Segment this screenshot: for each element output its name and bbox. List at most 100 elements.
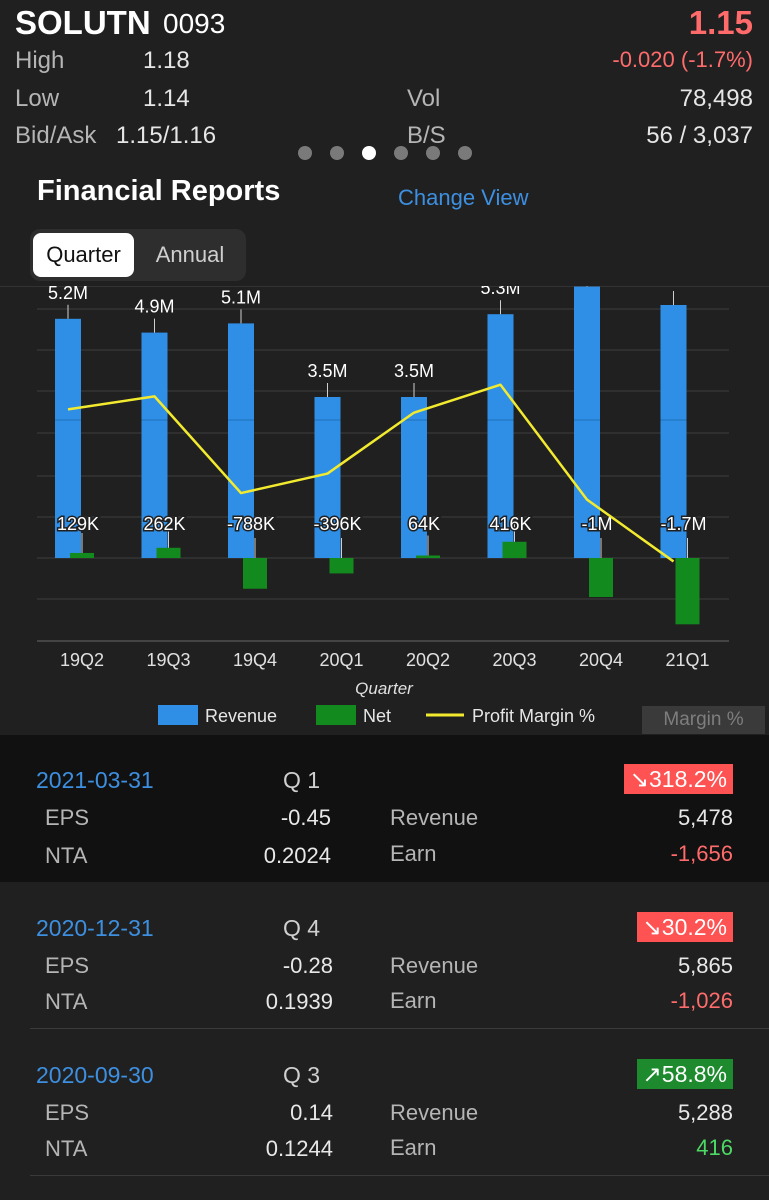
revenue-data-label: 3.5M bbox=[394, 361, 434, 381]
report-row[interactable]: 2020-12-31 Q 4 ↘30.2% EPS -0.28 Revenue … bbox=[0, 882, 769, 1029]
change-badge: ↘318.2% bbox=[623, 764, 733, 794]
net-bar bbox=[589, 558, 613, 597]
revenue-bar bbox=[314, 397, 341, 558]
net-data-label: 64K bbox=[408, 514, 440, 534]
page-indicator[interactable] bbox=[298, 146, 472, 160]
report-quarter: Q 1 bbox=[283, 767, 321, 793]
net-bar bbox=[502, 541, 527, 558]
revenue-data-label: 3.5M bbox=[307, 361, 347, 381]
page-dot[interactable] bbox=[394, 146, 408, 160]
revenue-bar bbox=[574, 286, 600, 558]
earn-value: 416 bbox=[696, 1135, 733, 1160]
low-label: Low bbox=[15, 85, 60, 112]
period-segmented-control: Quarter Annual bbox=[30, 229, 246, 281]
bs-value: 56 / 3,037 bbox=[646, 122, 753, 149]
eps-value: -0.45 bbox=[280, 805, 331, 830]
earn-value: -1,026 bbox=[670, 988, 733, 1013]
revenue-value: 5,865 bbox=[677, 953, 733, 978]
quote-header: SOLUTN 0093 1.15 High 1.18 -0.020 (-1.7%… bbox=[0, 0, 769, 168]
earn-value: -1,656 bbox=[670, 841, 733, 866]
revenue-bar bbox=[228, 323, 254, 558]
legend-margin-label: Profit Margin % bbox=[472, 706, 595, 726]
high-label: High bbox=[15, 47, 65, 74]
revenue-data-label: 4.9M bbox=[134, 297, 174, 317]
revenue-data-label: 5.2M bbox=[48, 286, 88, 303]
low-value: 1.14 bbox=[143, 85, 190, 112]
earn-label: Earn bbox=[390, 841, 437, 866]
price-change: -0.020 (-1.7%) bbox=[612, 47, 753, 72]
net-bar bbox=[156, 547, 181, 558]
change-badge: ↗58.8% bbox=[636, 1059, 733, 1089]
revenue-bar bbox=[401, 397, 427, 558]
change-view-link[interactable]: Change View bbox=[398, 185, 529, 210]
net-data-label: 416K bbox=[489, 514, 531, 534]
high-value: 1.18 bbox=[143, 47, 190, 74]
revenue-label: Revenue bbox=[390, 953, 479, 978]
revenue-data-label: 5.5M bbox=[653, 286, 693, 289]
earn-label: Earn bbox=[390, 988, 437, 1013]
vol-label: Vol bbox=[407, 85, 441, 112]
nta-label: NTA bbox=[45, 1136, 88, 1161]
x-tick-label: 19Q4 bbox=[233, 650, 277, 670]
nta-value: 0.1244 bbox=[265, 1136, 333, 1161]
nta-value: 0.2024 bbox=[263, 843, 331, 868]
revenue-data-label: 5.3M bbox=[480, 286, 520, 298]
earn-label: Earn bbox=[390, 1135, 437, 1160]
net-bar bbox=[329, 558, 354, 574]
legend-net-swatch bbox=[316, 705, 356, 725]
nta-value: 0.1939 bbox=[265, 989, 333, 1014]
net-data-label: -1M bbox=[582, 514, 613, 534]
report-row[interactable]: 2021-03-31 Q 1 ↘318.2% EPS -0.45 Revenue… bbox=[0, 735, 769, 882]
net-bar bbox=[416, 555, 440, 558]
tab-quarter[interactable]: Quarter bbox=[33, 233, 134, 277]
eps-value: 0.14 bbox=[290, 1100, 333, 1125]
net-bar bbox=[675, 558, 700, 625]
revenue-bar bbox=[660, 305, 687, 558]
x-tick-label: 20Q3 bbox=[492, 650, 536, 670]
report-date: 2020-09-30 bbox=[36, 1062, 154, 1088]
report-quarter: Q 3 bbox=[283, 1062, 321, 1088]
eps-label: EPS bbox=[45, 953, 90, 978]
revenue-data-label: 5.1M bbox=[221, 287, 261, 307]
page-dot[interactable] bbox=[458, 146, 472, 160]
section-title: Financial Reports bbox=[37, 175, 281, 207]
page-dot[interactable] bbox=[298, 146, 312, 160]
revenue-bar bbox=[55, 318, 81, 558]
report-list: 2021-03-31 Q 1 ↘318.2% EPS -0.45 Revenue… bbox=[0, 735, 769, 1200]
chart-svg: 5.2M 129K 19Q2 4.9M 262K 19Q3 5.1M -788K 19Q4 3.5… bbox=[0, 286, 769, 726]
x-axis-title: Quarter bbox=[355, 679, 414, 698]
financial-chart: 5.2M 129K 19Q2 4.9M 262K 19Q3 5.1M -788K 19Q4 3.5… bbox=[0, 286, 769, 731]
net-data-label: -788K bbox=[227, 514, 275, 534]
eps-label: EPS bbox=[45, 1100, 90, 1125]
net-data-label: 262K bbox=[143, 514, 185, 534]
report-date: 2021-03-31 bbox=[36, 767, 154, 793]
net-bar bbox=[70, 552, 94, 558]
report-date: 2020-12-31 bbox=[36, 915, 154, 941]
page-dot[interactable] bbox=[330, 146, 344, 160]
net-data-label: 129K bbox=[57, 514, 99, 534]
legend-revenue-swatch bbox=[158, 705, 198, 725]
legend-revenue-label: Revenue bbox=[205, 706, 277, 726]
page-dot[interactable] bbox=[426, 146, 440, 160]
net-data-label: -1.7M bbox=[660, 514, 706, 534]
report-row[interactable]: 2020-09-30 Q 3 ↗58.8% EPS 0.14 Revenue 5… bbox=[0, 1029, 769, 1176]
x-tick-label: 19Q2 bbox=[60, 650, 104, 670]
revenue-label: Revenue bbox=[390, 1100, 479, 1125]
margin-toggle-button[interactable]: Margin % bbox=[642, 706, 765, 734]
change-badge: ↘30.2% bbox=[636, 912, 733, 942]
revenue-value: 5,288 bbox=[677, 1100, 733, 1125]
eps-label: EPS bbox=[45, 805, 90, 830]
vol-value: 78,498 bbox=[679, 85, 753, 112]
page-dot-active[interactable] bbox=[362, 146, 376, 160]
report-quarter: Q 4 bbox=[283, 915, 321, 941]
net-data-label: -396K bbox=[313, 514, 361, 534]
x-tick-label: 20Q2 bbox=[406, 650, 450, 670]
revenue-bar bbox=[141, 332, 168, 558]
x-tick-label: 20Q4 bbox=[579, 650, 623, 670]
bidask-label: Bid/Ask bbox=[15, 122, 97, 149]
eps-value: -0.28 bbox=[282, 953, 333, 978]
nta-label: NTA bbox=[45, 989, 88, 1014]
profit-margin-line bbox=[67, 383, 675, 563]
revenue-value: 5,478 bbox=[677, 805, 733, 830]
tab-annual[interactable]: Annual bbox=[155, 242, 225, 267]
